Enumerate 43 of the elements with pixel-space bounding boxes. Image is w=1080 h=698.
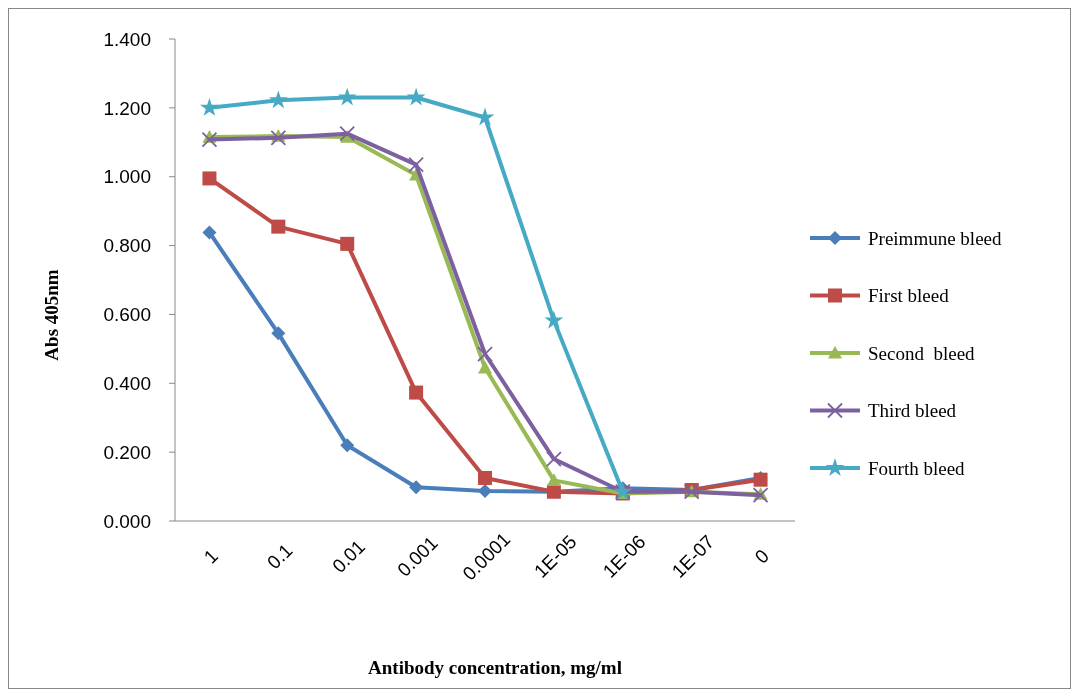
point — [270, 129, 287, 146]
x-tick-label: 0 — [750, 545, 774, 568]
legend-label: Second bleed — [868, 342, 976, 364]
point — [546, 473, 561, 486]
point — [409, 480, 424, 495]
point — [478, 360, 492, 374]
y-tick-label: 0.400 — [103, 372, 151, 394]
y-axis-title: Abs 405nm — [41, 269, 62, 361]
point — [202, 225, 217, 240]
point — [337, 87, 357, 106]
point — [478, 470, 492, 485]
point — [406, 87, 426, 106]
y-tick-label: 1.400 — [103, 28, 151, 50]
legend-label: Preimmune bleed — [868, 227, 1002, 249]
point — [202, 171, 217, 186]
y-tick-label: 0.200 — [103, 441, 151, 463]
point — [409, 385, 424, 400]
point — [752, 487, 769, 504]
point — [339, 125, 356, 142]
point — [408, 156, 425, 173]
point — [340, 438, 355, 453]
x-axis-title: Antibody concentration, mg/ml — [368, 657, 622, 678]
y-tick-label: 1.200 — [103, 97, 151, 119]
point — [201, 131, 218, 148]
point — [545, 451, 562, 467]
point — [544, 310, 564, 329]
y-tick-label: 1.000 — [103, 166, 151, 188]
x-tick-label: 0.01 — [328, 535, 370, 577]
point — [477, 346, 493, 362]
legend-label: Fourth bleed — [868, 457, 966, 479]
point — [340, 236, 355, 251]
y-tick-label: 0.600 — [103, 304, 151, 326]
legend-label: Third bleed — [868, 400, 957, 422]
point — [271, 326, 286, 341]
x-tick-label: 1 — [199, 545, 223, 568]
x-tick-label: 0.1 — [262, 539, 297, 574]
point — [268, 90, 288, 109]
legend-label: First bleed — [868, 285, 950, 307]
point — [271, 219, 286, 234]
y-tick-label: 0.000 — [103, 510, 151, 532]
point — [200, 97, 219, 116]
point — [478, 484, 492, 499]
y-tick-label: 0.800 — [103, 235, 151, 257]
